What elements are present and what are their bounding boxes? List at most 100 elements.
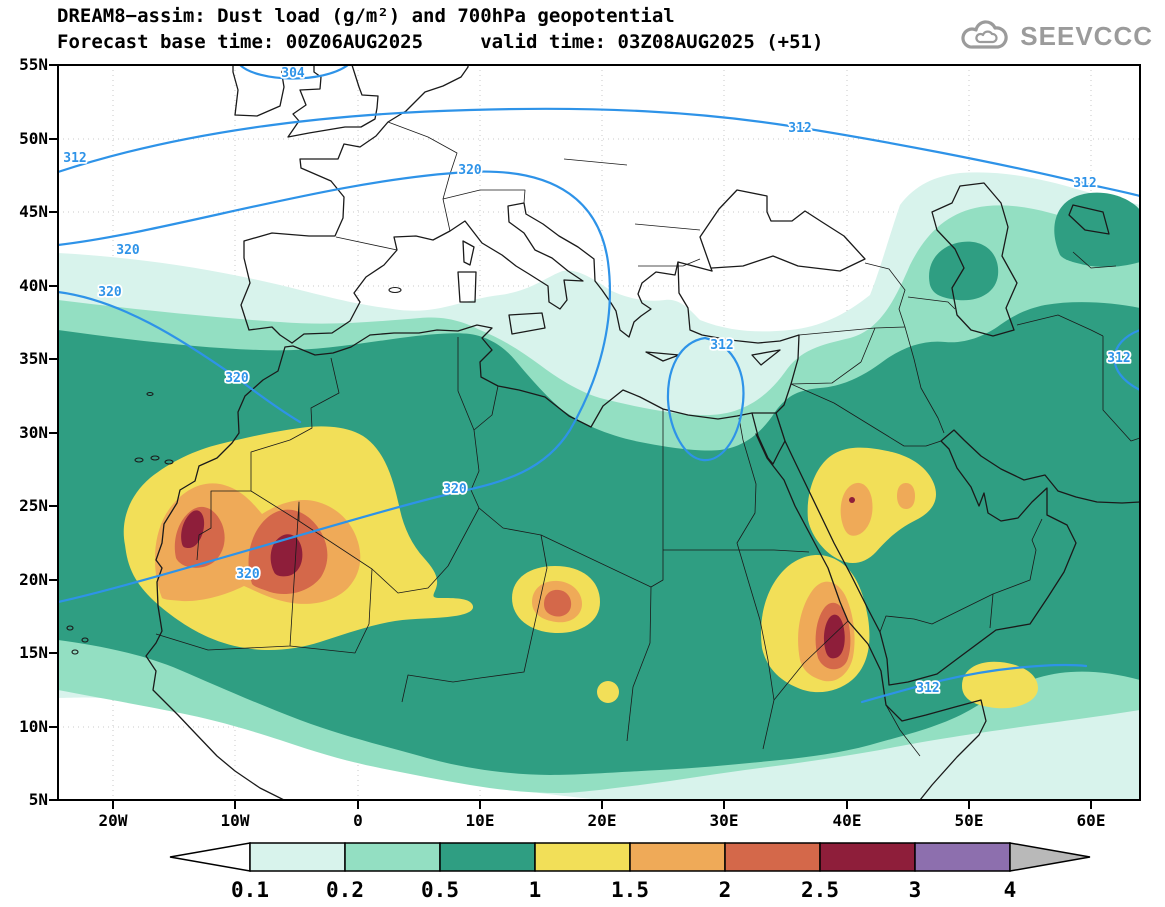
x-tick-label: 10W (221, 811, 250, 830)
y-tick-label: 20N (19, 570, 48, 589)
geopotential-contours (58, 65, 1140, 704)
small-islands (66, 286, 402, 655)
contour-label: 320 (225, 371, 249, 386)
contour-label: 312 (916, 681, 939, 696)
colorbar-arrow-left (169, 842, 251, 872)
colorbar-cell (249, 842, 346, 872)
colorbar-arrow-right (1009, 842, 1091, 872)
logo-text: SEEVCCC (1020, 20, 1153, 51)
coastlines (66, 65, 1140, 800)
colorbar-label: 4 (1004, 878, 1017, 902)
x-tick-label: 20E (588, 811, 617, 830)
y-tick-label: 30N (19, 423, 48, 442)
coastline-aral (1068, 204, 1110, 235)
contour-label: 304 (281, 66, 305, 81)
contour-320-west (58, 290, 302, 424)
colorbar-cell (344, 842, 441, 872)
dust-field-layers (58, 172, 1140, 800)
dust-area (597, 681, 619, 703)
y-tick-label: 40N (19, 276, 48, 295)
coastline-med-north (291, 202, 713, 344)
y-tick-label: 45N (19, 202, 48, 221)
colorbar-cell (534, 842, 631, 872)
colorbar (169, 842, 1091, 872)
dust-area (840, 482, 873, 536)
nile-river (736, 417, 775, 701)
y-tick-label: 50N (19, 129, 48, 148)
coastline-arabia (784, 429, 1140, 686)
island-corsica (462, 240, 475, 266)
dust-area (1054, 192, 1140, 267)
y-tick-label: 35N (19, 349, 48, 368)
coastline-black-sea (699, 189, 866, 272)
x-tick-label: 30E (710, 811, 739, 830)
colorbar-label: 2 (719, 878, 732, 902)
coastline-england (287, 65, 379, 138)
y-tick-label: 25N (19, 496, 48, 515)
colorbar-cell (724, 842, 821, 872)
colorbar-cell (914, 842, 1011, 872)
coastline-caspian (931, 182, 1018, 337)
x-axis-labels: 20W 10W 0 10E 20E 30E 40E 50E 60E (99, 811, 1106, 830)
colorbar-labels: 0.1 0.2 0.5 1 1.5 2 2.5 3 4 (231, 878, 1016, 902)
x-tick-label: 20W (99, 811, 128, 830)
contour-label: 312 (63, 151, 86, 166)
contour-label: 320 (443, 482, 467, 497)
y-axis-labels: 55N 50N 45N 40N 35N 30N 25N 20N 15N 10N … (19, 55, 48, 809)
x-tick-label: 10E (466, 811, 495, 830)
y-tick-label: 10N (19, 717, 48, 736)
dust-area (270, 534, 303, 577)
dust-area (58, 302, 1140, 775)
cloud-icon (961, 20, 1008, 49)
colorbar-label: 2.5 (801, 878, 839, 902)
island-sicily (508, 312, 546, 335)
colorbar-cell (629, 842, 726, 872)
seevccc-logo: SEEVCCC (961, 16, 1153, 56)
contour-label: 320 (98, 285, 122, 300)
country-borders (155, 121, 1140, 757)
colorbar-label: 3 (909, 878, 922, 902)
y-tick-label: 5N (29, 790, 48, 809)
contour-312-libya-low (666, 336, 745, 462)
contour-label: 320 (236, 567, 260, 582)
y-tick-label: 55N (19, 55, 48, 74)
contour-label: 320 (458, 163, 482, 178)
coastline-iberia-france (240, 65, 469, 344)
contour-label: 312 (710, 338, 733, 353)
contour-labels: 304 312 320 312 312 320 320 320 320 320 … (62, 64, 1133, 698)
contour-label: 320 (116, 243, 140, 258)
contour-312-aden (860, 663, 1088, 704)
dust-level-0_5 (58, 192, 1140, 775)
colorbar-label: 0.2 (326, 878, 364, 902)
colorbar-label: 1 (529, 878, 542, 902)
colorbar-label: 1.5 (611, 878, 649, 902)
x-tick-label: 60E (1077, 811, 1106, 830)
coastline-ireland (232, 65, 285, 117)
contour-label: 312 (1073, 176, 1096, 191)
y-tick-label: 15N (19, 643, 48, 662)
dust-area (897, 483, 915, 509)
dust-area (544, 589, 572, 617)
x-tick-label: 0 (353, 811, 363, 830)
coastline-redsea-africa-somalia (755, 433, 987, 800)
island-sardinia (457, 271, 477, 303)
contour-label: 312 (1107, 351, 1130, 366)
contour-304 (238, 65, 350, 80)
colorbar-cell (819, 842, 916, 872)
island-crete (645, 351, 680, 362)
island-cyprus (751, 349, 781, 366)
dust-area (929, 241, 999, 301)
contour-320-main (58, 170, 611, 604)
chart-title: DREAM8−assim: Dust load (g/m²) and 700hP… (57, 5, 675, 27)
x-tick-label: 50E (955, 811, 984, 830)
chart-subtitle: Forecast base time: 00Z06AUG2025 valid t… (57, 31, 824, 53)
dust-area (849, 497, 855, 503)
colorbar-cell (439, 842, 536, 872)
coastline-turkey-africa-atlantic (145, 261, 800, 800)
colorbar-label: 0.5 (421, 878, 459, 902)
x-tick-label: 40E (833, 811, 862, 830)
colorbar-label: 0.1 (231, 878, 269, 902)
axis-ticks (49, 64, 1092, 809)
